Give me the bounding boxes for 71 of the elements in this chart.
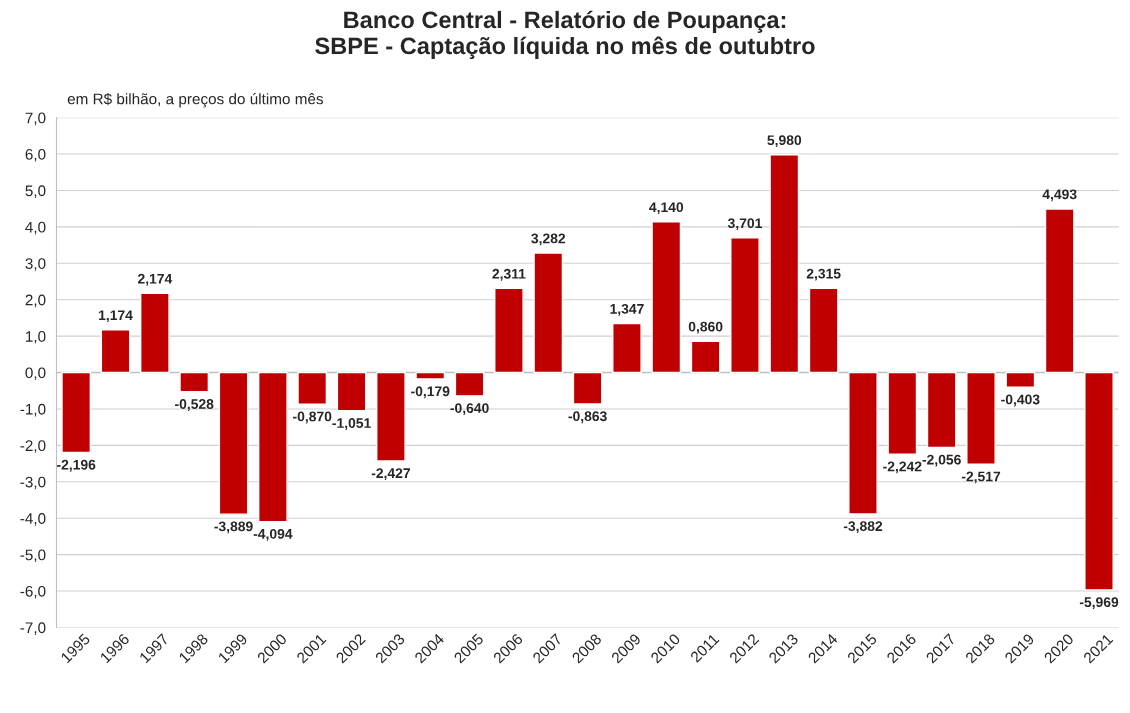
bar	[690, 340, 721, 374]
y-tick-label: -7,0	[20, 622, 46, 635]
data-label: -2,427	[371, 468, 410, 481]
data-label: -1,051	[332, 418, 371, 430]
data-label: 4,140	[649, 202, 684, 215]
bar	[139, 292, 170, 374]
data-label: 0,860	[688, 321, 723, 334]
bar	[572, 371, 603, 405]
bar	[376, 371, 406, 462]
data-label: 2,311	[492, 268, 526, 281]
bar	[1044, 208, 1075, 374]
bar	[966, 371, 996, 465]
data-label: -4,094	[253, 528, 293, 541]
data-label: -0,403	[1001, 394, 1040, 407]
bar	[1005, 371, 1036, 388]
data-label: -2,056	[922, 454, 961, 467]
data-label: -0,179	[411, 386, 450, 399]
data-label: -3,882	[843, 521, 883, 534]
data-label: -5,969	[1079, 597, 1119, 610]
y-tick-label: -5,0	[20, 549, 46, 563]
y-tick-label: 5,0	[25, 185, 46, 198]
data-label: -0,640	[450, 403, 489, 416]
bar	[1084, 371, 1114, 591]
bar	[612, 322, 642, 374]
data-label: -0,863	[568, 411, 607, 424]
data-label: 2,174	[137, 273, 173, 286]
bar	[533, 252, 564, 374]
y-tick-label: -2,0	[20, 440, 46, 453]
bar	[61, 371, 92, 454]
data-label: 5,980	[767, 135, 802, 148]
y-tick-label: -4,0	[20, 513, 46, 526]
y-axis-title: em R$ bilhão, a preços do último mês	[67, 92, 324, 108]
y-tick-label: 1,0	[26, 331, 46, 344]
bar	[218, 371, 249, 515]
bar	[887, 371, 918, 455]
y-tick-label: 0,0	[25, 367, 46, 381]
bar	[258, 371, 288, 523]
chart-title: Banco Central - Relatório de Poupança: SBPE - Captação líquida no mês de outubtro	[315, 10, 815, 59]
bar	[454, 371, 485, 397]
bar	[769, 154, 800, 374]
y-tick-label: 2,0	[25, 294, 46, 308]
data-label: 1,347	[610, 303, 644, 316]
bar	[926, 371, 957, 449]
bar	[336, 371, 367, 412]
bar	[494, 287, 524, 374]
y-tick-label: 7,0	[25, 112, 46, 126]
y-tick-label: 6,0	[25, 148, 46, 162]
data-label: -3,889	[214, 521, 253, 534]
bar	[415, 371, 446, 380]
data-label: -2,196	[57, 459, 96, 472]
bar	[100, 329, 131, 374]
data-label: -2,517	[961, 471, 1001, 484]
bar	[848, 371, 878, 515]
y-tick-label: 4,0	[25, 221, 46, 235]
data-label: -0,528	[175, 399, 214, 411]
data-label: -2,242	[883, 461, 922, 474]
bar	[179, 371, 210, 393]
bar	[651, 221, 682, 374]
data-label: -0,870	[293, 411, 332, 424]
y-tick-label: 3,0	[25, 258, 46, 271]
data-label: 2,315	[806, 268, 841, 281]
data-label: 3,282	[531, 233, 566, 246]
bar	[297, 371, 328, 405]
bar	[730, 237, 760, 374]
bar	[808, 287, 839, 374]
data-label: 4,493	[1042, 189, 1077, 202]
data-label: 1,174	[99, 310, 133, 323]
y-tick-label: -6,0	[20, 585, 46, 599]
y-tick-label: -3,0	[20, 476, 46, 490]
y-tick-label: -1,0	[20, 403, 46, 417]
data-label: 3,701	[727, 218, 762, 231]
